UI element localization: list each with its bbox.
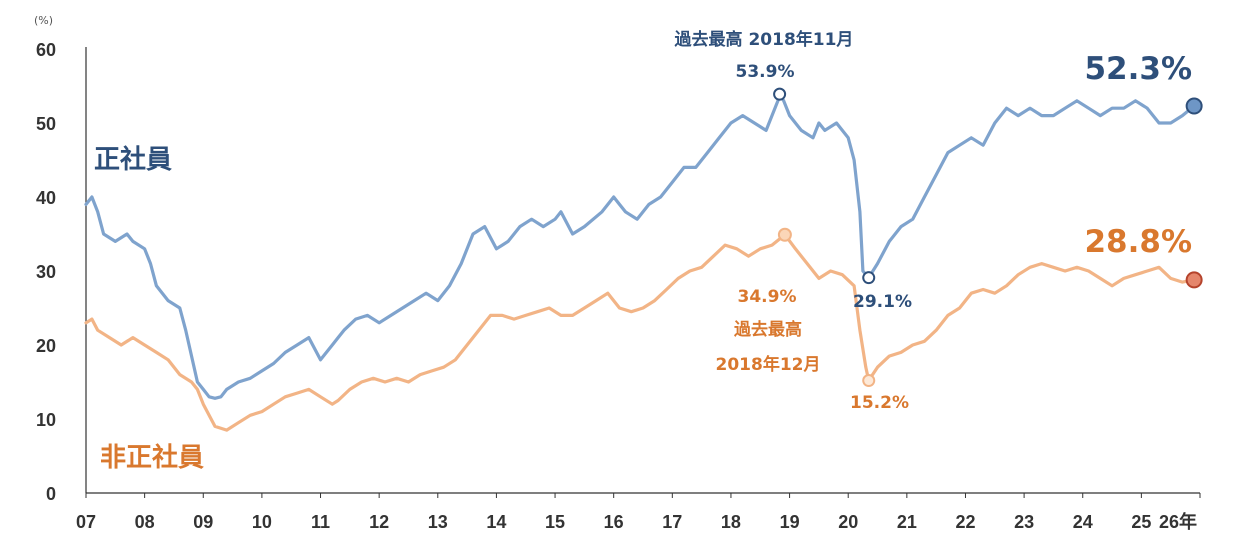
y-tick-label: 20 (36, 336, 56, 356)
y-tick-label: 50 (36, 114, 56, 134)
y-tick-label: 30 (36, 262, 56, 282)
x-axis: 07 08 09 10 11 12 13 14 15 16 17 18 19 20 21 22 23 24 25 26… (76, 492, 1201, 532)
x-tick-label: 18 (721, 512, 741, 532)
x-tick-label: 09 (193, 512, 213, 532)
low-regular-value: 29.1% (853, 292, 912, 312)
x-tick-label: 15 (545, 512, 565, 532)
x-tick-label: 20 (838, 512, 858, 532)
latest-nonregular-value: 28.8% (1084, 224, 1192, 260)
x-tick-label: 13 (428, 512, 448, 532)
x-tick-label: 19 (780, 512, 800, 532)
peak-nonregular-marker (777, 227, 792, 242)
peak-nonregular-line2: 2018年12月 (716, 354, 821, 375)
low-regular-marker (862, 271, 876, 285)
x-tick-label: 24 (1073, 512, 1093, 532)
peak-regular-value: 53.9% (736, 62, 795, 82)
x-tick-label: 07 (76, 512, 96, 532)
x-tick-label: 16 (604, 512, 624, 532)
x-tick-label: 14 (486, 512, 506, 532)
y-tick-label: 60 (36, 40, 56, 60)
y-axis: 0 10 20 30 40 50 60 (36, 40, 87, 504)
x-tick-label: 22 (955, 512, 975, 532)
series-line-nonregular (84, 233, 1196, 432)
x-tick-label: 23 (1014, 512, 1034, 532)
series-lines (84, 92, 1196, 432)
latest-regular-value: 52.3% (1084, 51, 1192, 87)
x-tick-label: 10 (252, 512, 272, 532)
low-nonregular-value: 15.2% (850, 393, 909, 413)
x-tick-label: 26年 (1159, 511, 1197, 532)
series-line-regular (84, 92, 1196, 400)
y-tick-label: 10 (36, 410, 56, 430)
latest-nonregular-marker (1185, 271, 1203, 289)
peak-regular-title: 過去最高 2018年11月 (675, 29, 854, 50)
series-label-nonregular: 非正社員 (100, 442, 204, 473)
y-tick-label: 40 (36, 188, 56, 208)
peak-regular-marker (773, 87, 787, 101)
series-label-regular: 正社員 (94, 144, 172, 175)
peak-nonregular-line1: 過去最高 (734, 319, 802, 340)
x-tick-label: 12 (369, 512, 389, 532)
x-tick-label: 17 (662, 512, 682, 532)
latest-regular-marker (1185, 97, 1203, 115)
y-unit-label: (%) (34, 14, 53, 27)
x-tick-label: 11 (311, 512, 330, 532)
low-nonregular-marker (862, 374, 876, 388)
x-tick-label: 21 (897, 512, 917, 532)
peak-markers (773, 87, 1203, 388)
peak-nonregular-value: 34.9% (738, 287, 797, 307)
y-tick-label: 0 (46, 484, 56, 504)
x-tick-label: 08 (135, 512, 155, 532)
x-tick-label: 25 (1131, 512, 1151, 532)
